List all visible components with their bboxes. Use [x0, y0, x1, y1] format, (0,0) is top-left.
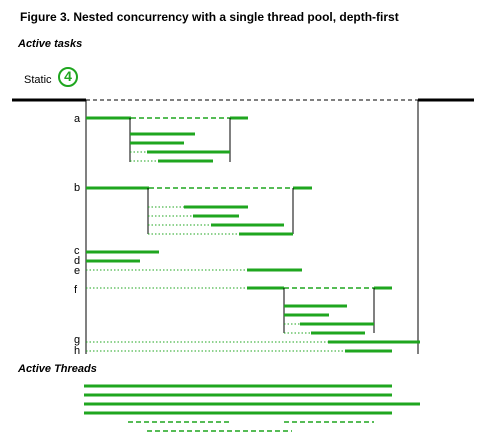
active-threads-heading: Active Threads [18, 363, 97, 375]
pool-type-label: Static [24, 74, 52, 86]
figure-title: Figure 3. Nested concurrency with a sing… [20, 10, 399, 24]
task-f-group [86, 286, 392, 335]
task-label-g: g [74, 334, 80, 346]
task-a-group [86, 116, 248, 163]
thread-count-badge: 4 [58, 67, 78, 87]
task-label-b: b [74, 182, 80, 194]
task-label-a: a [74, 113, 81, 125]
task-label-h: h [74, 345, 80, 357]
task-label-d: d [74, 255, 80, 267]
task-label-c: c [74, 245, 80, 257]
task-label-e: e [74, 265, 80, 277]
active-tasks-heading: Active tasks [18, 38, 83, 50]
task-b-group [86, 186, 312, 236]
task-label-f: f [74, 284, 78, 296]
